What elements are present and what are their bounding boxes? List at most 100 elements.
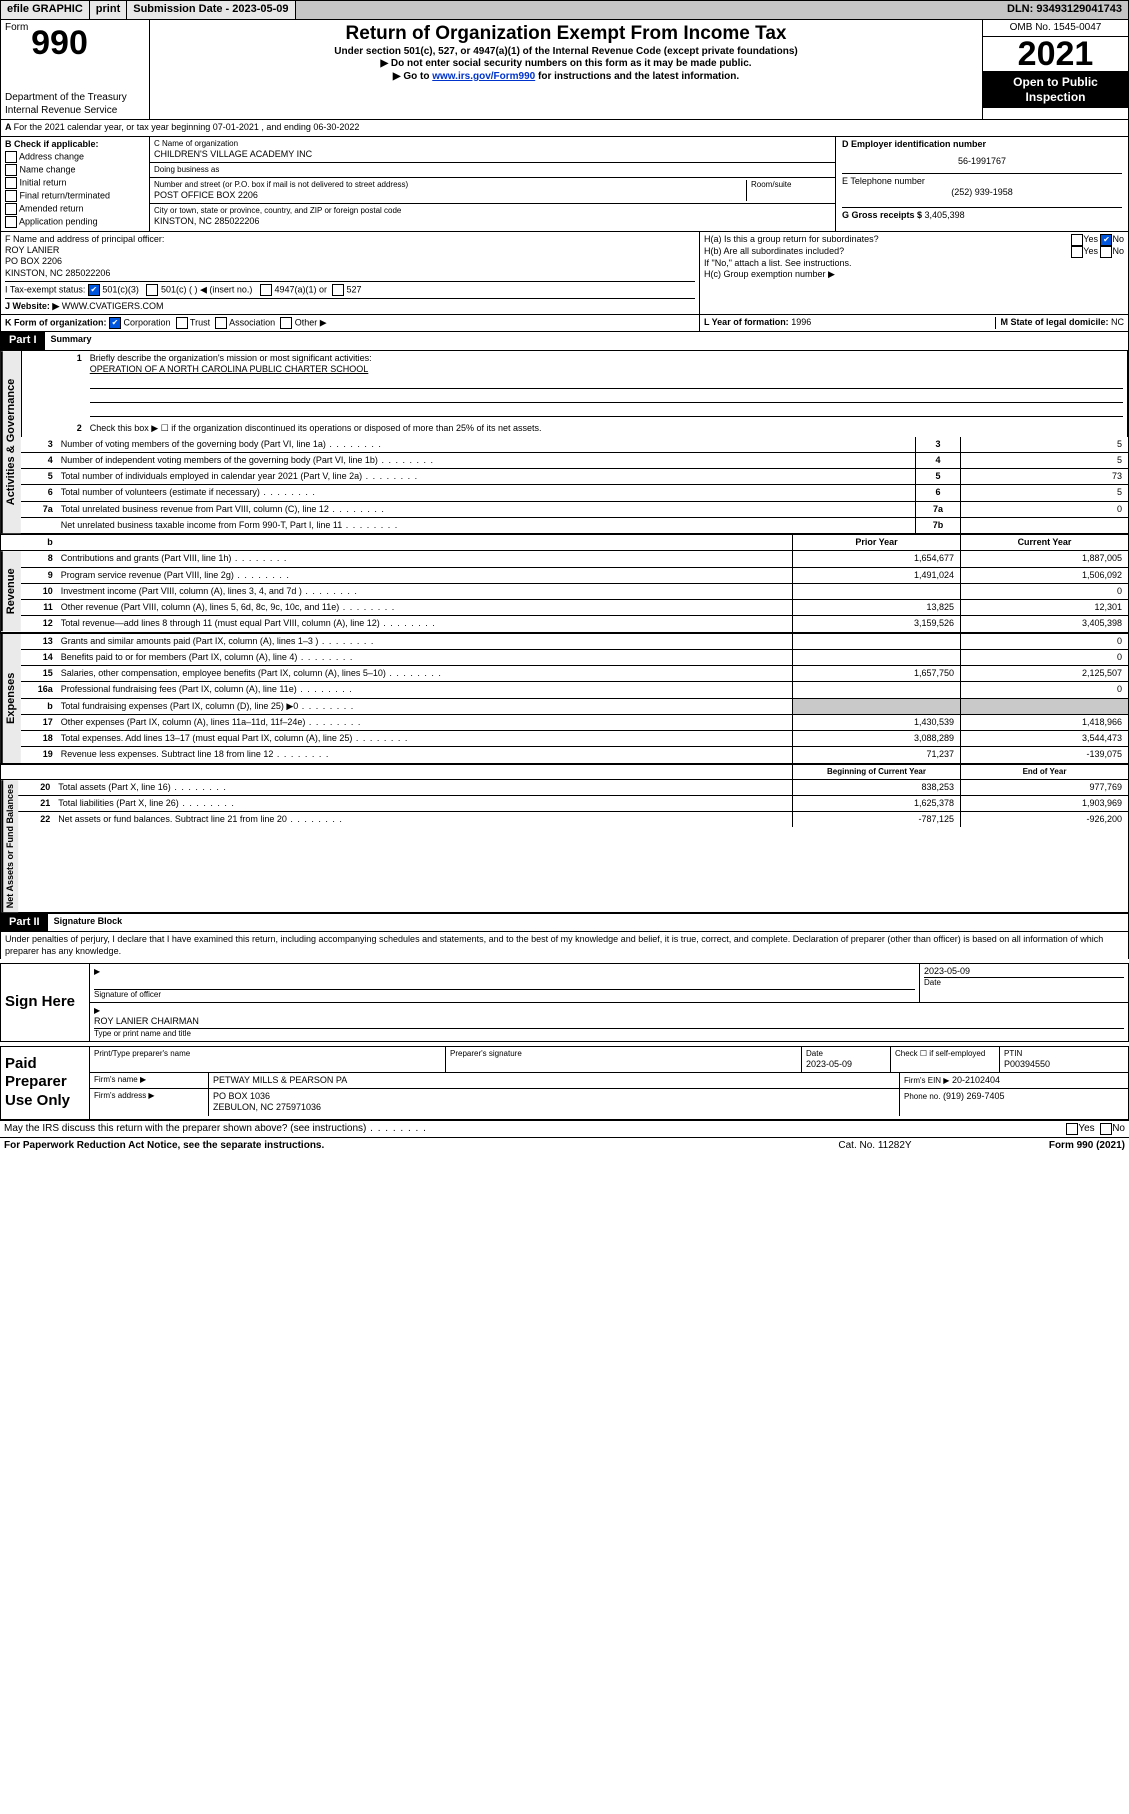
data-row: 15Salaries, other compensation, employee…: [21, 665, 1128, 681]
pp-h2: Preparer's signature: [446, 1047, 802, 1072]
ha-no[interactable]: ✔: [1100, 234, 1112, 246]
q1: Briefly describe the organization's miss…: [90, 353, 372, 363]
side-net: Net Assets or Fund Balances: [1, 780, 18, 912]
city-value: KINSTON, NC 285022206: [154, 216, 401, 227]
declaration-text: Under penalties of perjury, I declare th…: [0, 932, 1129, 959]
form-footer: Form 990 (2021): [975, 1140, 1125, 1153]
hdr-begin: Beginning of Current Year: [792, 765, 960, 779]
side-gov: Activities & Governance: [1, 351, 21, 533]
data-row: 16aProfessional fundraising fees (Part I…: [21, 681, 1128, 697]
part1-header: Part I: [1, 332, 45, 350]
paid-preparer-label: Paid Preparer Use Only: [1, 1047, 90, 1119]
i-4947: 4947(a)(1) or: [274, 284, 327, 294]
data-row: 10Investment income (Part VIII, column (…: [21, 583, 1128, 599]
i-501c: 501(c) ( ) ◀ (insert no.): [161, 284, 252, 294]
k-corp: Corporation: [124, 317, 171, 327]
firm-addr-label: Firm's address ▶: [90, 1089, 209, 1116]
sign-date: 2023-05-09: [924, 966, 1124, 977]
instr-goto-post: for instructions and the latest informat…: [538, 71, 739, 82]
cat-no: Cat. No. 11282Y: [775, 1140, 975, 1153]
print-btn[interactable]: print: [90, 1, 127, 19]
dept-irs: Internal Revenue Service: [5, 105, 145, 118]
data-row: 21Total liabilities (Part X, line 26)1,6…: [18, 795, 1128, 811]
b-opt-pending[interactable]: Application pending: [5, 216, 145, 228]
ck-501c[interactable]: [146, 284, 158, 296]
sign-here-label: Sign Here: [1, 964, 90, 1041]
dba-label: Doing business as: [154, 165, 219, 175]
m-val: NC: [1111, 317, 1124, 327]
data-row: 12Total revenue—add lines 8 through 11 (…: [21, 615, 1128, 631]
hb-no[interactable]: [1100, 246, 1112, 258]
hdr-end: End of Year: [960, 765, 1128, 779]
discuss-no-l: No: [1112, 1123, 1125, 1136]
ha-no-l: No: [1112, 234, 1124, 246]
officer-name: ROY LANIER CHAIRMAN: [94, 1016, 1124, 1027]
ha-yes-l: Yes: [1083, 234, 1098, 246]
data-row: 8Contributions and grants (Part VIII, li…: [21, 551, 1128, 566]
f-label: F Name and address of principal officer:: [5, 234, 695, 245]
firm-ein-label: Firm's EIN ▶: [904, 1076, 949, 1085]
ck-527[interactable]: [332, 284, 344, 296]
i-527: 527: [347, 284, 362, 294]
k-assoc: Association: [229, 317, 275, 327]
k-other-ck[interactable]: [280, 317, 292, 329]
k-trust-ck[interactable]: [176, 317, 188, 329]
i-label: I Tax-exempt status:: [5, 284, 85, 294]
form-prefix: Form: [5, 22, 28, 33]
discuss-yes-l: Yes: [1078, 1123, 1094, 1136]
ha-label: H(a) Is this a group return for subordin…: [704, 234, 1071, 246]
firm-addr2: ZEBULON, NC 275971036: [213, 1102, 895, 1113]
l-label: L Year of formation:: [704, 317, 791, 327]
hb-yes[interactable]: [1071, 246, 1083, 258]
subdate-btn[interactable]: Submission Date - 2023-05-09: [127, 1, 295, 19]
hb-yes-l: Yes: [1083, 246, 1098, 258]
ck-4947[interactable]: [260, 284, 272, 296]
k-label: K Form of organization:: [5, 317, 107, 327]
firm-phone-label: Phone no.: [904, 1092, 940, 1101]
b-opt-address[interactable]: Address change: [5, 151, 145, 163]
k-corp-ck[interactable]: ✔: [109, 317, 121, 329]
data-row: 20Total assets (Part X, line 16)838,2539…: [18, 780, 1128, 795]
instr-ssn: ▶ Do not enter social security numbers o…: [156, 58, 976, 71]
irs-link[interactable]: www.irs.gov/Form990: [432, 71, 535, 82]
data-row: 11Other revenue (Part VIII, column (A), …: [21, 599, 1128, 615]
f-name: ROY LANIER: [5, 245, 695, 256]
hb-note: If "No," attach a list. See instructions…: [704, 258, 1124, 269]
city-label: City or town, state or province, country…: [154, 206, 401, 216]
street-value: POST OFFICE BOX 2206: [154, 190, 746, 201]
pp-h4[interactable]: Check ☐ if self-employed: [891, 1047, 1000, 1072]
discuss-no[interactable]: [1100, 1123, 1112, 1135]
ck-501c3[interactable]: ✔: [88, 284, 100, 296]
b-opt-name[interactable]: Name change: [5, 164, 145, 176]
public-2: Inspection: [1025, 90, 1085, 104]
data-row: 22Net assets or fund balances. Subtract …: [18, 811, 1128, 827]
l-val: 1996: [791, 317, 811, 327]
b-opt-initial[interactable]: Initial return: [5, 177, 145, 189]
ha-yes[interactable]: [1071, 234, 1083, 246]
gov-row: 7aTotal unrelated business revenue from …: [21, 501, 1128, 517]
phone-value: (252) 939-1958: [842, 187, 1122, 198]
public-1: Open to Public: [1013, 75, 1098, 89]
data-row: 18Total expenses. Add lines 13–17 (must …: [21, 730, 1128, 746]
hdr-curr: Current Year: [960, 535, 1128, 550]
gov-row: 6Total number of volunteers (estimate if…: [21, 484, 1128, 500]
i-501c3: 501(c)(3): [102, 284, 139, 294]
discuss-yes[interactable]: [1066, 1123, 1078, 1135]
k-assoc-ck[interactable]: [215, 317, 227, 329]
q1-answer: OPERATION OF A NORTH CAROLINA PUBLIC CHA…: [90, 364, 369, 374]
b-label: B Check if applicable:: [5, 139, 145, 150]
m-label: M State of legal domicile:: [1000, 317, 1111, 327]
form-subtitle: Under section 501(c), 527, or 4947(a)(1)…: [156, 46, 976, 59]
hb-label: H(b) Are all subordinates included?: [704, 246, 1071, 258]
data-row: bTotal fundraising expenses (Part IX, co…: [21, 698, 1128, 714]
efile-btn[interactable]: efile GRAPHIC: [1, 1, 90, 19]
b-opt-final[interactable]: Final return/terminated: [5, 190, 145, 202]
b-opt-amended[interactable]: Amended return: [5, 203, 145, 215]
instr-goto-pre: ▶ Go to: [393, 71, 432, 82]
pp-h3: Date: [806, 1049, 886, 1059]
side-exp: Expenses: [1, 634, 21, 763]
part2-header: Part II: [1, 914, 48, 932]
form-number: 990: [31, 24, 88, 62]
gov-row: 5Total number of individuals employed in…: [21, 468, 1128, 484]
firm-label: Firm's name ▶: [90, 1073, 209, 1088]
